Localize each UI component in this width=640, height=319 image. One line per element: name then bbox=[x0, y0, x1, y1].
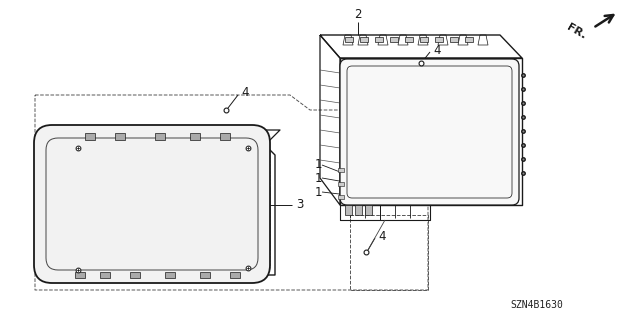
Bar bbox=[100, 272, 110, 278]
Bar bbox=[130, 272, 140, 278]
FancyBboxPatch shape bbox=[34, 125, 270, 283]
Text: 1: 1 bbox=[314, 186, 322, 198]
Bar bbox=[355, 205, 362, 215]
Bar bbox=[338, 182, 344, 186]
Bar bbox=[338, 195, 344, 199]
Bar bbox=[345, 205, 352, 215]
Bar bbox=[405, 37, 413, 42]
Bar bbox=[360, 37, 368, 42]
Text: 4: 4 bbox=[378, 229, 385, 242]
Bar bbox=[375, 37, 383, 42]
Text: 4: 4 bbox=[433, 43, 440, 56]
Text: SZN4B1630: SZN4B1630 bbox=[510, 300, 563, 310]
Bar bbox=[75, 272, 85, 278]
Bar bbox=[390, 37, 398, 42]
Bar bbox=[165, 272, 175, 278]
Bar bbox=[420, 37, 428, 42]
Bar bbox=[338, 168, 344, 172]
Text: 1: 1 bbox=[314, 159, 322, 172]
Text: 1: 1 bbox=[314, 172, 322, 184]
Text: 3: 3 bbox=[296, 198, 303, 211]
Bar bbox=[465, 37, 473, 42]
Text: 2: 2 bbox=[355, 9, 362, 21]
Bar bbox=[435, 37, 443, 42]
Bar bbox=[345, 37, 353, 42]
Bar bbox=[115, 133, 125, 140]
Bar bbox=[85, 133, 95, 140]
Bar bbox=[365, 205, 372, 215]
Bar bbox=[450, 37, 458, 42]
Text: 4: 4 bbox=[241, 86, 248, 100]
FancyBboxPatch shape bbox=[340, 59, 519, 205]
Bar bbox=[230, 272, 240, 278]
Bar bbox=[190, 133, 200, 140]
Text: FR.: FR. bbox=[565, 23, 588, 41]
Bar bbox=[200, 272, 210, 278]
Bar bbox=[220, 133, 230, 140]
Bar bbox=[155, 133, 165, 140]
